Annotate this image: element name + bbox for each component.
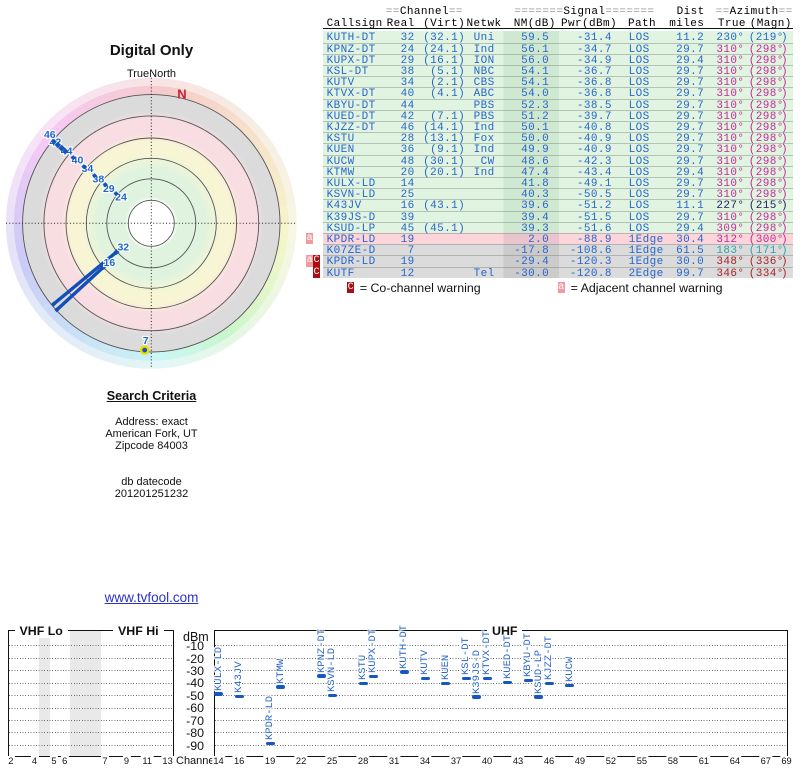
svg-text:16: 16 xyxy=(104,257,116,269)
svg-text:N: N xyxy=(177,87,186,102)
svg-text:46: 46 xyxy=(44,129,56,141)
svg-text:7: 7 xyxy=(143,335,149,347)
svg-text:32: 32 xyxy=(117,242,129,254)
